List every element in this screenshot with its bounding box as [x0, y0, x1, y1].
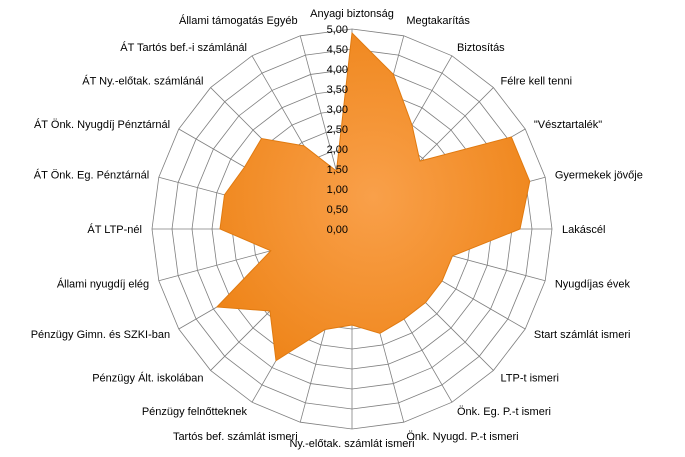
series-area	[215, 31, 531, 362]
category-label: Megtakarítás	[406, 15, 470, 27]
category-label: Önk. Eg. P.-t ismeri	[457, 406, 551, 418]
tick-label: 2,00	[327, 144, 348, 156]
category-label: Önk. Nyugd. P.-t ismeri	[406, 431, 518, 443]
category-label: ÁT Önk. Nyugdíj Pénztárnál	[34, 118, 170, 131]
tick-label: 3,50	[327, 84, 348, 96]
series-layer	[215, 31, 531, 362]
category-label: Állami támogatás Egyéb	[179, 14, 298, 27]
category-label: LTP-t ismeri	[500, 372, 558, 384]
category-label: Tartós bef. számlát ismeri	[173, 431, 298, 443]
category-label: Start számlát ismeri	[534, 329, 631, 341]
category-label: Nyugdíjas évek	[555, 278, 631, 290]
tick-label: 1,50	[327, 164, 348, 176]
tick-labels: 0,00 0,50 1,00 1,50 2,00 2,50 3,00 3,50 4,00 4,50…	[327, 24, 348, 236]
tick-label: 1,00	[327, 184, 348, 196]
category-label: Állami nyugdíj elég	[57, 277, 149, 290]
category-label: "Vésztartalék"	[534, 119, 602, 131]
category-label: Biztosítás	[457, 42, 505, 54]
category-label: ÁT Tartós bef.-i számlánál	[120, 41, 247, 54]
category-label: Pénzügy Ált. iskolában	[92, 371, 203, 384]
tick-label: 0,50	[327, 204, 348, 216]
category-label: Lakáscél	[562, 224, 605, 236]
tick-label: 3,00	[327, 104, 348, 116]
category-label: ÁT LTP-nél	[87, 223, 142, 236]
category-label: ÁT Önk. Eg. Pénztárnál	[34, 169, 149, 182]
tick-label: 0,00	[327, 224, 348, 236]
category-label: Anyagi biztonság	[310, 8, 394, 20]
tick-label: 5,00	[327, 24, 348, 36]
tick-label: 4,00	[327, 64, 348, 76]
category-label: Ny.-előtak. számlát ismeri	[289, 438, 414, 450]
category-labels: Anyagi biztonság Megtakarítás Biztosítás Fé…	[31, 8, 643, 450]
category-label: Gyermekek jövője	[555, 170, 643, 182]
tick-label: 4,50	[327, 44, 348, 56]
tick-label: 2,50	[327, 124, 348, 136]
category-label: Pénzügy felnőtteknek	[142, 406, 248, 418]
category-label: Pénzügy Gimn. és SZKI-ban	[31, 329, 170, 341]
category-label: ÁT Ny.-előtak. számlánál	[82, 75, 203, 88]
category-label: Félre kell tenni	[500, 76, 572, 88]
